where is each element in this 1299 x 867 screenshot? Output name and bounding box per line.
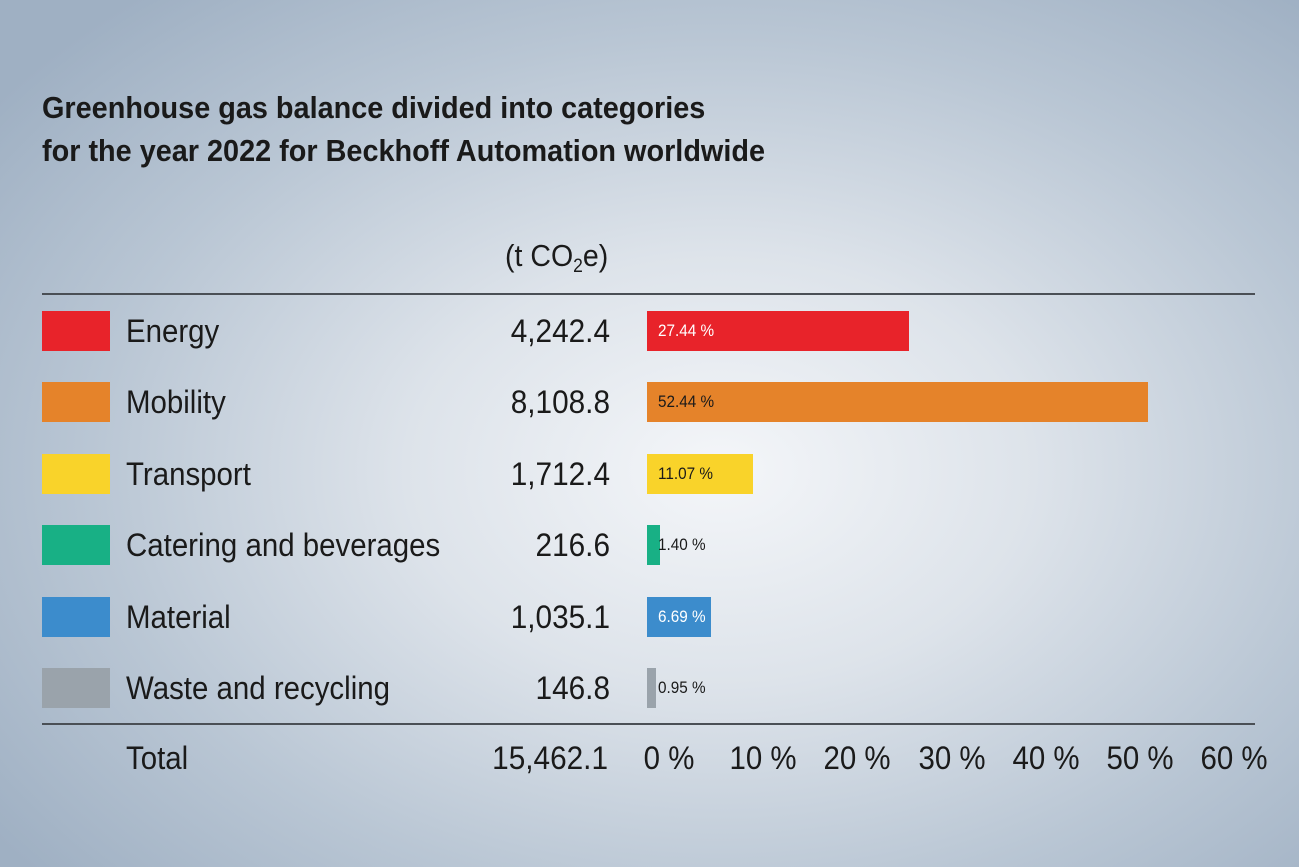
legend-swatch-mobility	[42, 382, 110, 423]
category-label: Waste and recycling	[126, 670, 390, 706]
unit-prefix: (t CO	[505, 238, 574, 273]
total-value: 15,462.1	[492, 740, 608, 776]
category-label: Mobility	[126, 384, 226, 421]
unit-suffix: e)	[582, 238, 609, 273]
category-value: 4,242.4	[510, 313, 610, 349]
bar	[647, 382, 1148, 423]
bar-data-label: 1.40 %	[658, 535, 706, 555]
x-tick-label: 60 %	[1200, 740, 1268, 776]
bar-data-label: 0.95 %	[658, 678, 706, 697]
legend-swatch-material	[42, 596, 110, 637]
x-tick-label: 0 %	[643, 740, 695, 776]
top-divider	[42, 293, 1255, 295]
category-value: 1,712.4	[510, 455, 610, 492]
bar	[647, 311, 910, 351]
x-tick-label: 50 %	[1106, 740, 1174, 776]
category-label: Material	[126, 598, 231, 635]
bar-data-label: 6.69 %	[658, 606, 706, 626]
bar-data-label: 52.44 %	[658, 392, 715, 412]
legend-swatch-catering-and-beverages	[42, 525, 110, 566]
x-tick-label: 40 %	[1012, 740, 1080, 776]
category-value: 1,035.1	[510, 598, 610, 635]
category-value: 216.6	[535, 527, 610, 564]
bar	[647, 668, 657, 708]
x-tick-label: 20 %	[823, 740, 891, 776]
chart-title: Greenhouse gas balance divided into cate…	[42, 86, 972, 172]
bar-data-label: 11.07 %	[658, 463, 714, 483]
x-tick-label: 30 %	[917, 740, 986, 776]
legend-swatch-energy	[42, 311, 110, 351]
total-label: Total	[126, 740, 189, 776]
bar-data-label: 27.44 %	[658, 321, 715, 340]
legend-swatch-transport	[42, 453, 110, 494]
bar	[647, 525, 661, 566]
category-value: 146.8	[535, 670, 610, 706]
category-label: Catering and beverages	[126, 527, 441, 564]
x-tick-label: 10 %	[729, 740, 797, 776]
unit-subscript: 2	[573, 256, 583, 277]
chart-title-line-2: for the year 2022 for Beckhoff Automatio…	[42, 133, 766, 168]
bar	[647, 453, 753, 494]
category-value: 8,108.8	[510, 384, 610, 421]
legend-swatch-waste-and-recycling	[42, 668, 110, 708]
chart-title-line-1: Greenhouse gas balance divided into cate…	[42, 90, 706, 125]
bottom-divider	[42, 723, 1255, 725]
category-label: Energy	[126, 313, 220, 349]
unit-label: (t CO2e)	[505, 238, 608, 278]
bar	[647, 596, 711, 637]
category-label: Transport	[126, 455, 251, 492]
